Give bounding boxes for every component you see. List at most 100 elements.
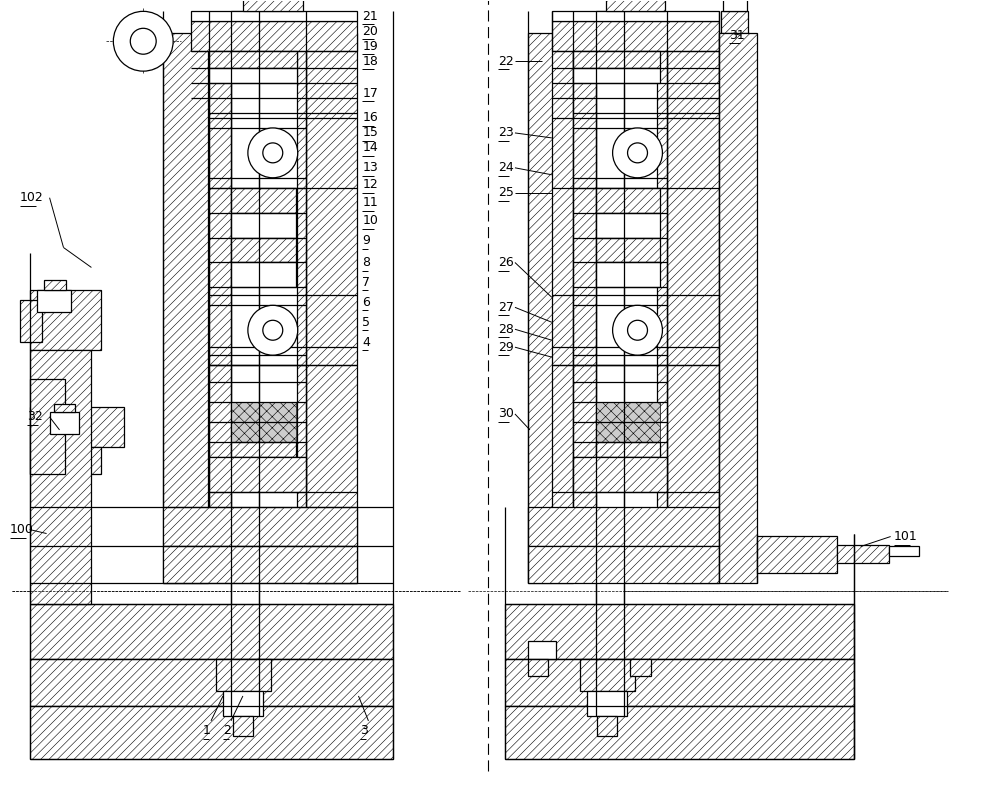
Bar <box>209 68 297 83</box>
Text: 15: 15 <box>362 127 378 140</box>
Bar <box>630 659 651 676</box>
Text: 30: 30 <box>498 407 514 420</box>
Bar <box>233 716 253 736</box>
Bar <box>552 11 719 22</box>
Bar <box>505 659 854 706</box>
Text: 18: 18 <box>362 55 378 67</box>
Text: 4: 4 <box>362 336 370 349</box>
Bar <box>721 11 748 33</box>
Bar <box>596 11 624 691</box>
Bar <box>889 546 919 557</box>
Bar <box>30 659 393 706</box>
Bar <box>44 281 66 290</box>
Bar <box>606 0 665 11</box>
Bar <box>505 604 854 659</box>
Circle shape <box>113 11 173 71</box>
Bar <box>30 379 65 474</box>
Bar <box>231 442 296 457</box>
Bar <box>596 402 660 422</box>
Bar <box>191 11 357 22</box>
Bar <box>596 442 660 457</box>
Circle shape <box>613 306 662 355</box>
Text: 10: 10 <box>362 214 378 227</box>
Text: 1: 1 <box>203 724 211 737</box>
Bar <box>573 51 660 68</box>
Bar <box>719 33 749 83</box>
Text: 2: 2 <box>223 724 231 737</box>
Text: 8: 8 <box>362 256 370 269</box>
Bar <box>719 33 757 583</box>
Bar <box>657 33 667 552</box>
Text: 5: 5 <box>362 316 370 329</box>
Bar <box>528 33 573 583</box>
Bar <box>163 507 357 546</box>
Bar <box>723 0 747 11</box>
Bar <box>37 290 71 312</box>
Text: 23: 23 <box>498 127 514 140</box>
Bar <box>552 22 719 51</box>
Bar <box>528 546 719 583</box>
Bar <box>573 457 667 492</box>
Bar <box>580 659 635 691</box>
Text: 32: 32 <box>27 411 42 423</box>
Circle shape <box>613 128 662 178</box>
Text: 19: 19 <box>362 40 378 53</box>
Text: 22: 22 <box>498 55 514 67</box>
Bar <box>597 716 617 736</box>
Text: 25: 25 <box>498 186 514 199</box>
Circle shape <box>130 28 156 55</box>
Text: 17: 17 <box>362 87 378 99</box>
Text: 21: 21 <box>362 10 378 22</box>
Circle shape <box>263 320 283 340</box>
Circle shape <box>628 143 647 163</box>
Text: 29: 29 <box>498 341 514 354</box>
Bar <box>231 262 296 287</box>
Bar <box>30 350 91 604</box>
Text: 9: 9 <box>362 234 370 247</box>
Text: 20: 20 <box>362 25 378 38</box>
Text: 16: 16 <box>362 111 378 124</box>
Text: 3: 3 <box>360 724 368 737</box>
Bar <box>587 691 627 716</box>
Bar <box>163 33 208 583</box>
Text: 100: 100 <box>10 523 34 536</box>
Bar <box>30 447 101 474</box>
Circle shape <box>248 128 298 178</box>
Bar <box>163 546 357 583</box>
Bar <box>573 33 596 552</box>
Bar <box>131 41 155 68</box>
Bar <box>505 706 854 759</box>
Bar <box>596 422 660 442</box>
Bar <box>30 407 124 447</box>
Text: 27: 27 <box>498 301 514 314</box>
Bar <box>596 213 660 237</box>
Text: 7: 7 <box>362 276 370 289</box>
Bar <box>30 290 101 350</box>
Bar <box>209 33 231 552</box>
Circle shape <box>628 320 647 340</box>
Text: 12: 12 <box>362 178 378 191</box>
Text: 6: 6 <box>362 296 370 309</box>
Bar <box>573 68 660 83</box>
Bar <box>243 0 303 11</box>
Bar <box>223 691 263 716</box>
Circle shape <box>248 306 298 355</box>
Text: 101: 101 <box>894 530 917 543</box>
Bar <box>30 706 393 759</box>
Bar <box>231 11 259 691</box>
Bar <box>231 402 296 422</box>
Bar <box>231 213 296 237</box>
Text: 13: 13 <box>362 161 378 174</box>
Bar <box>216 659 271 691</box>
Text: 26: 26 <box>498 256 514 269</box>
Text: 14: 14 <box>362 141 378 154</box>
Bar <box>54 404 75 412</box>
Bar <box>528 507 719 546</box>
Bar <box>209 457 306 492</box>
Bar <box>306 33 357 583</box>
Circle shape <box>263 143 283 163</box>
Bar <box>191 22 357 51</box>
Bar <box>596 188 660 213</box>
Text: 24: 24 <box>498 161 514 174</box>
Bar <box>30 604 393 659</box>
